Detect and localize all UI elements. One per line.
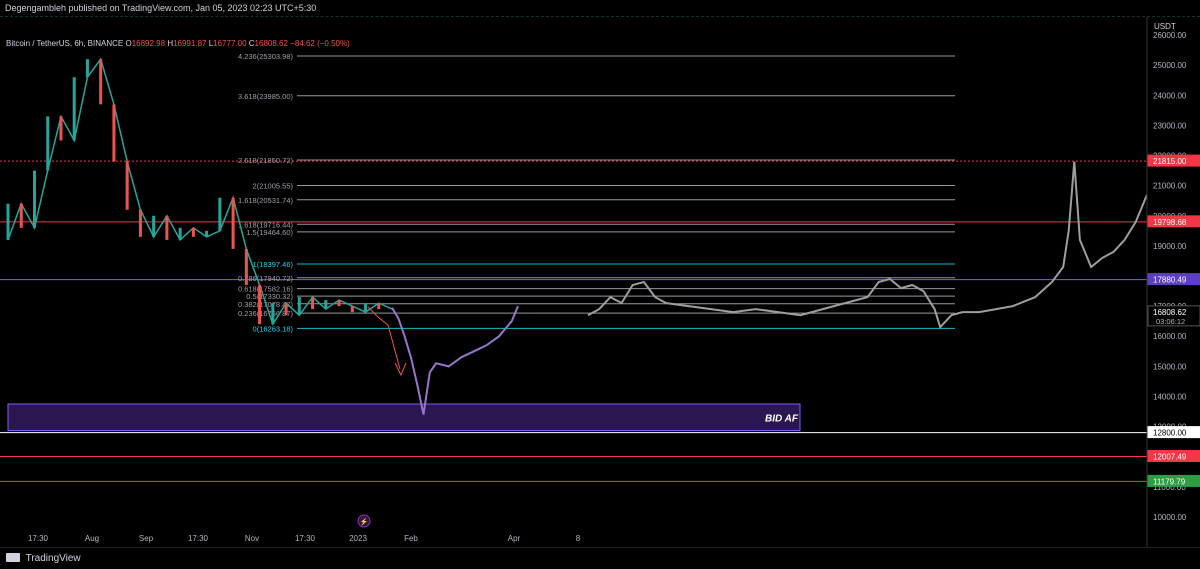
y-tick-label: 23000.00 [1153,121,1187,130]
fib-level-label: 0.786(17940.72) [238,274,294,283]
y-tick-label: 14000.00 [1153,392,1187,401]
y-tick-label: 21000.00 [1153,182,1187,191]
low-label: L [208,39,214,48]
x-tick-label: Feb [404,534,418,543]
fib-level-label: 0.236(16766.87) [238,309,294,318]
fib-level-label: 1.618(19716.44) [238,220,294,229]
grey-projection-line [587,161,1148,330]
price-badge-value: 19798.68 [1153,218,1187,227]
symbol-legend: Bitcoin / TetherUS, 6h, BINANCE O16892.9… [6,39,350,48]
high-value: 16991.87 [173,39,207,48]
high-label: H [167,39,174,48]
close-label: C [248,39,255,48]
fib-level-label: 1.5(19464.60) [246,228,293,237]
fib-level-label: 0.5(17330.32) [246,292,293,301]
price-badge [1147,305,1200,327]
price-chart[interactable]: BID AF 4.236(25303.98) 3.618(23985.00) 2.61… [0,17,1200,548]
price-badge-value: 17880.49 [1153,276,1187,285]
fib-level-label: 1.618(20531.74) [238,196,294,205]
fib-level-label: 2.618(21850.72) [238,156,294,165]
price-badge [1147,154,1200,167]
price-badge-value: 21815.00 [1153,157,1187,166]
price-badge-value: 11179.79 [1153,477,1186,486]
price-history-line [7,57,393,326]
x-tick-label: 17:30 [188,534,209,543]
y-tick-label: 24000.00 [1153,91,1187,100]
change-value: −84.62 (−0.50%) [290,39,350,48]
y-tick-label: 10000.00 [1153,513,1187,522]
footer-bar: TradingView [0,547,1200,569]
red-arrow [367,306,401,370]
y-tick-label: 25000.00 [1153,61,1187,70]
fib-level-label: 3.618(23985.00) [238,92,294,101]
bid-zone-label: BID AF [765,413,799,424]
fib-level-label: 2(21005.55) [253,181,294,190]
price-badge [1147,215,1200,228]
x-tick-label: Nov [245,534,259,543]
x-tick-label: 17:30 [28,534,49,543]
x-tick-label: Sep [139,534,154,543]
fib-level-label: 1(18397.46) [253,260,294,269]
chart-area[interactable]: BID AF 4.236(25303.98) 3.618(23985.00) 2.61… [0,16,1200,548]
y-tick-label: 16000.00 [1153,332,1187,341]
red-arrow-head [394,362,407,377]
open-value: 16892.98 [131,39,166,48]
y-tick-label: 15000.00 [1153,362,1187,371]
symbol-name: Bitcoin / TetherUS, 6h, BINANCE [6,39,124,48]
close-value: 16808.62 [254,39,288,48]
x-tick-label: Apr [508,534,521,543]
fib-level-label: 4.236(25303.98) [238,52,294,61]
published-text: Degengambleh published on TradingView.co… [5,3,317,13]
y-tick-label: 26000.00 [1153,31,1187,40]
fib-level-label: 0(16263.18) [253,324,294,333]
price-badge-countdown: 03:06:12 [1156,317,1185,326]
price-badge [1147,426,1200,439]
purple-projection-line [391,305,519,415]
price-badge [1147,449,1200,462]
lightning-event-icon [357,514,371,528]
price-badge-value: 12007.49 [1153,452,1187,461]
price-badge [1147,273,1200,286]
price-badge-value: 12800.00 [1153,429,1187,438]
bid-zone [7,403,801,432]
y-tick-label: 19000.00 [1153,242,1187,251]
tradingview-logo-icon [6,553,20,562]
x-tick-label: 8 [576,534,581,543]
open-label: O [125,39,132,48]
currency-label: USDT [1154,22,1176,31]
brand-name: TradingView [25,553,81,564]
lightning-glyph: ⚡ [360,517,369,526]
fib-level-label: 0.618(17582.16) [238,285,294,294]
publisher-header: Degengambleh published on TradingView.co… [0,0,1200,16]
x-tick-label: 2023 [349,534,367,543]
low-value: 16777.00 [213,39,247,48]
price-badge [1147,474,1200,487]
x-tick-label: Aug [85,534,99,543]
x-tick-label: 17:30 [295,534,316,543]
y-tick-label: 11000.00 [1153,483,1186,492]
price-badge-value: 16808.62 [1153,308,1187,317]
